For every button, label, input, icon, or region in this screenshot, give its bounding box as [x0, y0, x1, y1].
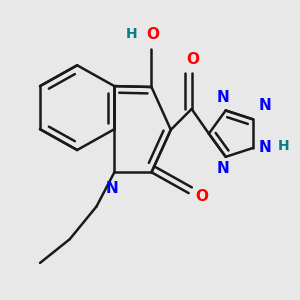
Text: H: H [125, 27, 137, 40]
Text: N: N [216, 161, 229, 176]
Text: N: N [216, 89, 229, 104]
Text: O: O [187, 52, 200, 67]
Text: H: H [277, 139, 289, 153]
Text: N: N [258, 98, 271, 113]
Text: O: O [146, 27, 160, 42]
Text: N: N [106, 181, 118, 196]
Text: N: N [258, 140, 271, 155]
Text: O: O [195, 189, 208, 204]
